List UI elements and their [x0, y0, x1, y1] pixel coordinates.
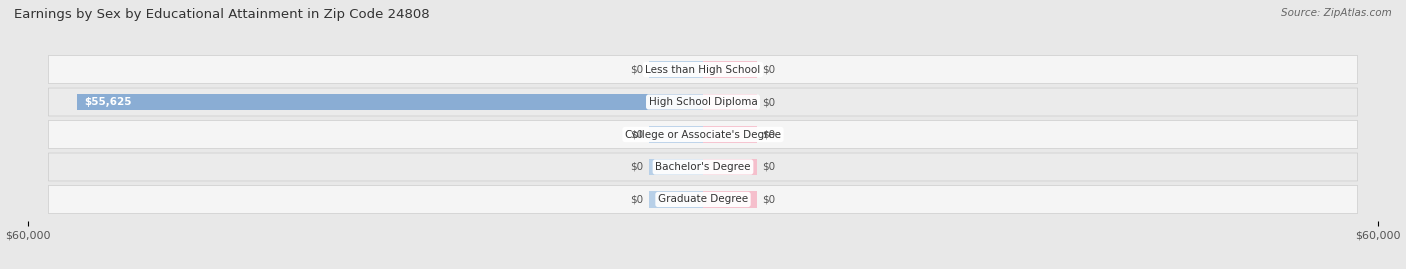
- Text: High School Diploma: High School Diploma: [648, 97, 758, 107]
- Text: $0: $0: [762, 194, 776, 204]
- Bar: [703, 191, 756, 208]
- Bar: [703, 61, 756, 78]
- Text: $0: $0: [762, 97, 776, 107]
- Text: $0: $0: [762, 129, 776, 140]
- FancyBboxPatch shape: [48, 88, 1358, 116]
- Text: Source: ZipAtlas.com: Source: ZipAtlas.com: [1281, 8, 1392, 18]
- Bar: [650, 126, 703, 143]
- FancyBboxPatch shape: [48, 56, 1358, 83]
- Text: $0: $0: [762, 162, 776, 172]
- Bar: [650, 61, 703, 78]
- Text: Earnings by Sex by Educational Attainment in Zip Code 24808: Earnings by Sex by Educational Attainmen…: [14, 8, 430, 21]
- Bar: [703, 126, 756, 143]
- FancyBboxPatch shape: [48, 186, 1358, 213]
- Text: College or Associate's Degree: College or Associate's Degree: [626, 129, 780, 140]
- Text: Graduate Degree: Graduate Degree: [658, 194, 748, 204]
- Text: $0: $0: [630, 65, 644, 75]
- Text: $55,625: $55,625: [84, 97, 132, 107]
- Bar: [703, 158, 756, 175]
- Text: $0: $0: [762, 65, 776, 75]
- Bar: [650, 158, 703, 175]
- Bar: [650, 191, 703, 208]
- Text: $0: $0: [630, 162, 644, 172]
- Bar: [703, 94, 756, 111]
- Text: Bachelor's Degree: Bachelor's Degree: [655, 162, 751, 172]
- FancyBboxPatch shape: [48, 153, 1358, 181]
- FancyBboxPatch shape: [48, 121, 1358, 148]
- Text: Less than High School: Less than High School: [645, 65, 761, 75]
- Text: $0: $0: [630, 194, 644, 204]
- Text: $0: $0: [630, 129, 644, 140]
- Bar: [77, 94, 703, 111]
